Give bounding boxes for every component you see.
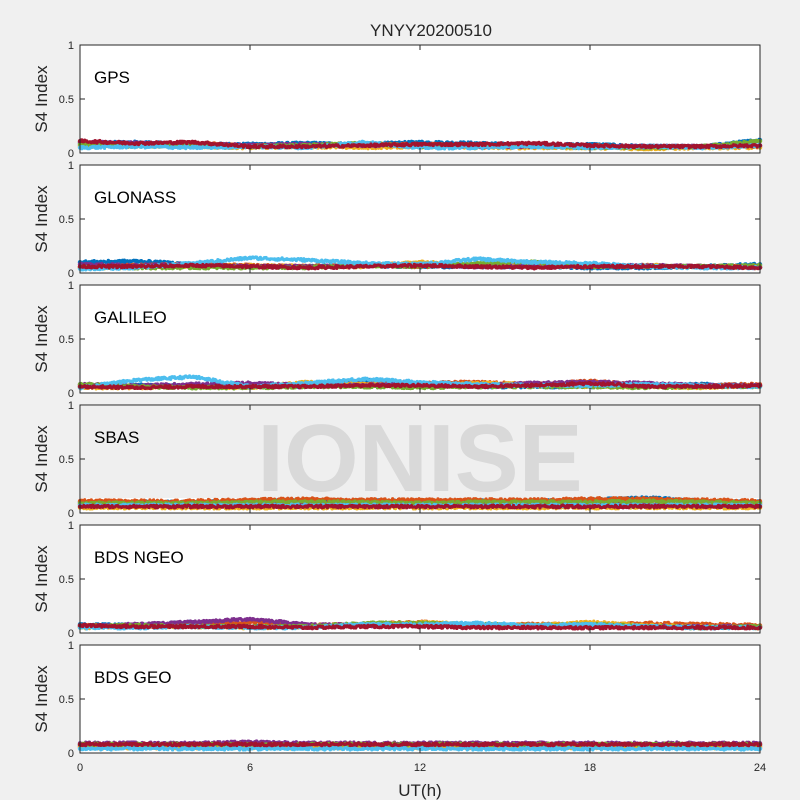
panel-background	[80, 45, 760, 153]
chart-title: YNYY20200510	[370, 21, 492, 40]
